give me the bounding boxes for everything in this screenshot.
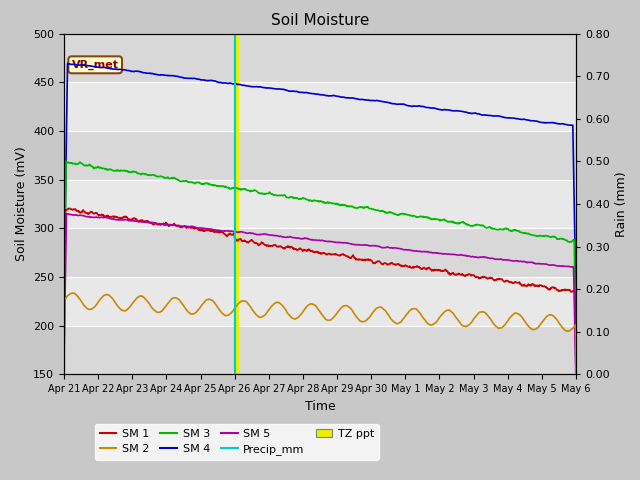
Bar bbox=[64, 180, 576, 228]
Bar bbox=[64, 82, 576, 131]
Bar bbox=[64, 277, 576, 326]
Title: Soil Moisture: Soil Moisture bbox=[271, 13, 369, 28]
Y-axis label: Soil Moisture (mV): Soil Moisture (mV) bbox=[15, 146, 28, 262]
Bar bbox=[64, 326, 576, 374]
Bar bbox=[64, 34, 576, 82]
X-axis label: Time: Time bbox=[305, 400, 335, 413]
Bar bbox=[64, 131, 576, 180]
Legend: SM 1, SM 2, SM 3, SM 4, SM 5, Precip_mm, TZ ppt: SM 1, SM 2, SM 3, SM 4, SM 5, Precip_mm,… bbox=[95, 424, 379, 460]
Y-axis label: Rain (mm): Rain (mm) bbox=[615, 171, 628, 237]
Text: VR_met: VR_met bbox=[72, 60, 118, 70]
Bar bbox=[64, 228, 576, 277]
Bar bbox=[234, 34, 239, 374]
